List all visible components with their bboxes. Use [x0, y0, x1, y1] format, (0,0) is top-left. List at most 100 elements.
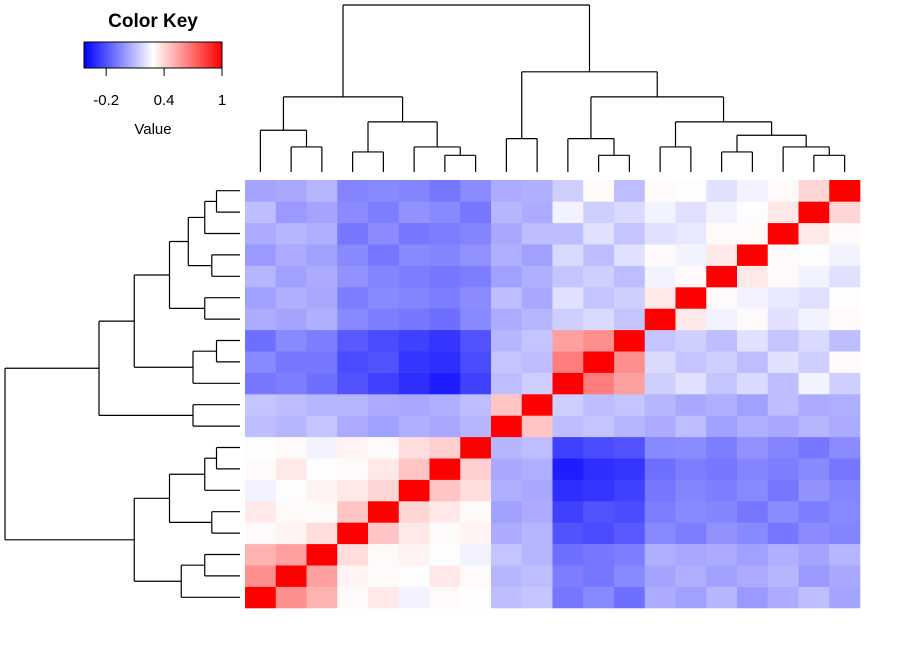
heatmap-cell	[368, 565, 400, 587]
heatmap-cell	[675, 436, 707, 459]
heatmap-cell	[306, 180, 338, 202]
heatmap-cell	[644, 394, 676, 416]
heatmap-cell	[675, 287, 707, 309]
heatmap-cell	[706, 458, 738, 480]
heatmap-cell	[245, 222, 277, 245]
heatmap-cell	[306, 565, 338, 587]
heatmap-cell	[675, 372, 707, 395]
heatmap-cell	[614, 501, 646, 523]
heatmap-cell	[767, 372, 799, 395]
heatmap-cell	[368, 372, 400, 395]
heatmap-cell	[429, 222, 461, 245]
heatmap-cell	[644, 586, 676, 609]
heatmap-cell	[706, 244, 738, 266]
heatmap-cell	[245, 180, 277, 202]
heatmap-cell	[429, 329, 461, 352]
heatmap-cell	[829, 180, 861, 202]
heatmap-cell	[767, 522, 799, 545]
heatmap-cell	[429, 308, 461, 331]
heatmap-cell	[644, 308, 676, 331]
heatmap-cell	[829, 415, 861, 438]
heatmap-cell	[429, 394, 461, 416]
heatmap-cell	[460, 222, 492, 245]
heatmap-cell	[552, 201, 584, 224]
heatmap-cell	[491, 501, 523, 523]
heatmap-cell	[429, 415, 461, 438]
heatmap-cell	[337, 586, 369, 609]
heatmap-cell	[583, 394, 615, 416]
heatmap-cell	[614, 436, 646, 459]
heatmap-cell	[491, 586, 523, 609]
heatmap-cell	[614, 479, 646, 502]
heatmap-cell	[614, 308, 646, 331]
heatmap-cell	[491, 372, 523, 395]
heatmap-cell	[583, 308, 615, 331]
heatmap-cell	[552, 244, 584, 266]
heatmap-cell	[614, 351, 646, 373]
heatmap-cell	[767, 436, 799, 459]
heatmap-cell	[275, 329, 307, 352]
heatmap-cell	[245, 415, 277, 438]
heatmap-cell	[767, 287, 799, 309]
heatmap-cell	[798, 287, 830, 309]
heatmap-cell	[306, 372, 338, 395]
heatmap-cell	[829, 287, 861, 309]
heatmap-cell	[275, 308, 307, 331]
heatmap-cell	[491, 394, 523, 416]
heatmap-cell	[737, 244, 769, 266]
heatmap-cell	[460, 501, 492, 523]
heatmap-cell	[398, 372, 430, 395]
heatmap-cell	[552, 180, 584, 202]
heatmap-cell	[306, 201, 338, 224]
heatmap-cell	[675, 180, 707, 202]
heatmap-cell	[398, 329, 430, 352]
heatmap-cell	[521, 180, 553, 202]
heatmap-cell	[491, 543, 523, 566]
heatmap-cell	[337, 501, 369, 523]
heatmap-cell	[368, 394, 400, 416]
heatmap-cell	[429, 201, 461, 224]
heatmap-cell	[521, 329, 553, 352]
heatmap-cell	[798, 222, 830, 245]
heatmap-cell	[767, 565, 799, 587]
heatmap-cell	[706, 222, 738, 245]
heatmap-cell	[829, 586, 861, 609]
heatmap-cell	[737, 394, 769, 416]
heatmap-cell	[337, 287, 369, 309]
heatmap-cell	[398, 586, 430, 609]
heatmap-cell	[337, 265, 369, 288]
heatmap-cell	[644, 244, 676, 266]
heatmap-cell	[552, 265, 584, 288]
heatmap-cell	[644, 501, 676, 523]
heatmap-cell	[245, 287, 277, 309]
heatmap-cell	[306, 543, 338, 566]
heatmap-cell	[583, 501, 615, 523]
heatmap-cell	[398, 543, 430, 566]
heatmap-cell	[706, 180, 738, 202]
heatmap-cell	[460, 479, 492, 502]
heatmap-cell	[767, 479, 799, 502]
heatmap-cell	[798, 244, 830, 266]
heatmap-cell	[275, 479, 307, 502]
heatmap-cell	[398, 394, 430, 416]
heatmap-cell	[798, 265, 830, 288]
heatmap-cell	[460, 458, 492, 480]
heatmap-cell	[798, 586, 830, 609]
heatmap-cell	[521, 287, 553, 309]
heatmap-cell	[491, 180, 523, 202]
heatmap-cell	[521, 201, 553, 224]
heatmap-cell	[767, 265, 799, 288]
heatmap-cell	[245, 479, 277, 502]
heatmap-cell	[737, 565, 769, 587]
heatmap-cell	[521, 308, 553, 331]
heatmap-cell	[675, 351, 707, 373]
heatmap-cell	[275, 180, 307, 202]
heatmap-cell	[737, 265, 769, 288]
heatmap-cell	[552, 501, 584, 523]
heatmap-cell	[398, 522, 430, 545]
heatmap-cell	[583, 565, 615, 587]
heatmap-cell	[614, 522, 646, 545]
heatmap-cell	[306, 394, 338, 416]
heatmap-cell	[798, 458, 830, 480]
heatmap-cell	[460, 522, 492, 545]
